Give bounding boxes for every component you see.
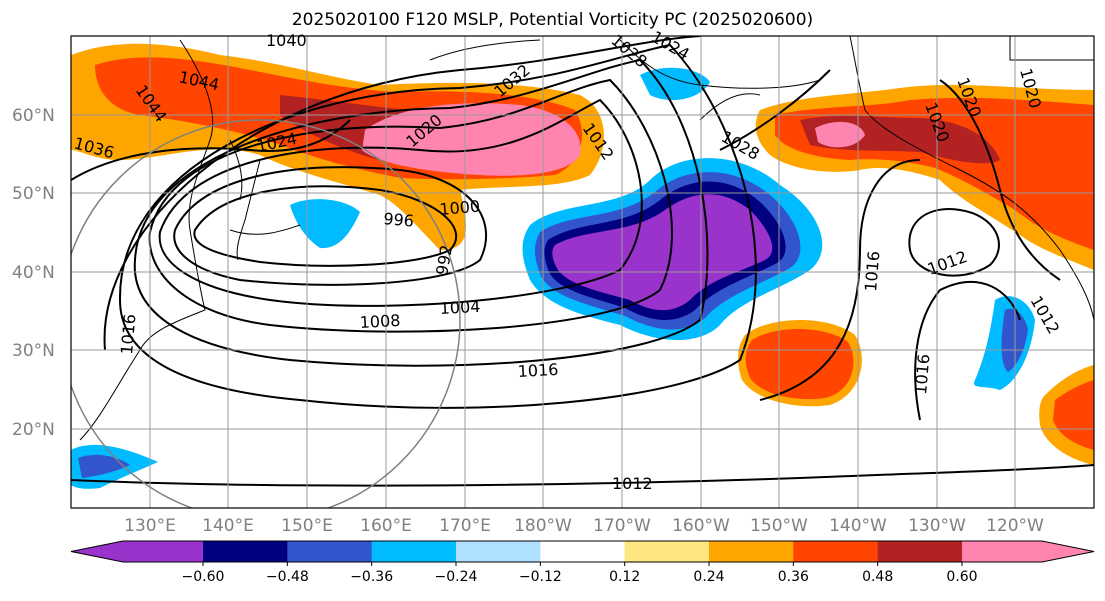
lon-label: 140°W (829, 516, 887, 536)
contour-label: 1040 (266, 31, 307, 50)
lat-label: 40°N (12, 263, 55, 283)
colorbar-outline (70, 540, 1095, 563)
colorbar-tick-label: −0.12 (519, 569, 562, 585)
lon-label: 120°W (986, 516, 1044, 536)
colorbar-cell (709, 541, 794, 562)
colorbar-tick-label: 0.60 (946, 569, 977, 585)
contour-label: 1012 (612, 474, 653, 493)
isobar-1004 (158, 98, 643, 307)
colorbar-tick-label: −0.36 (350, 569, 393, 585)
colorbar-cell (793, 541, 879, 562)
isobar-996 (193, 185, 457, 267)
latitude-labels: 60°N 50°N 40°N 30°N 20°N (12, 106, 55, 440)
isobar-1024 (71, 119, 351, 181)
pv-shading (71, 43, 1094, 489)
lat-label: 20°N (12, 420, 55, 440)
graticule (71, 36, 1094, 508)
colorbar-tick-label: 0.36 (778, 569, 809, 585)
contour-label: 1016 (861, 250, 883, 292)
contour-label: 1016 (117, 313, 139, 355)
contour-label: 1000 (439, 197, 481, 219)
lon-label: 130°E (124, 516, 176, 536)
isobar-1016-b (759, 159, 921, 401)
lon-label: 150°W (750, 516, 808, 536)
colorbar-cell (962, 541, 1042, 562)
contour-label: 1004 (439, 297, 481, 318)
colorbar-cell (203, 541, 288, 562)
lat-label: 50°N (12, 184, 55, 204)
isobar-1012-bottom (71, 464, 1094, 487)
colorbar-tick-label: −0.60 (182, 569, 225, 585)
colorbar-extend-max (1042, 541, 1094, 562)
pv-anomaly-positive-se-core (1053, 380, 1094, 450)
contour-label: 1016 (517, 360, 559, 381)
figure-title: 2025020100 F120 MSLP, Potential Vorticit… (291, 10, 814, 30)
isobar-1016-right (914, 280, 1021, 421)
colorbar-cell (123, 541, 203, 562)
lon-label: 130°W (908, 516, 966, 536)
lon-label: 160°E (360, 516, 412, 536)
colorbar-cell (624, 541, 710, 562)
lon-label: 170°W (593, 516, 651, 536)
lon-label: 140°E (202, 516, 254, 536)
colorbar-tick-label: −0.48 (266, 569, 309, 585)
lat-label: 60°N (12, 106, 55, 126)
map-frame (70, 35, 1095, 509)
lat-label: 30°N (12, 341, 55, 361)
pv-anomaly-positive-ne-peak (815, 121, 865, 148)
lon-label: 180°W (514, 516, 572, 536)
colorbar-tick-label: −0.24 (435, 569, 478, 585)
lon-label: 160°W (672, 516, 730, 536)
isobar-1008 (148, 78, 673, 333)
colorbar-cell (371, 541, 457, 562)
range-circle (71, 119, 461, 508)
colorbar-extend-min (71, 541, 123, 562)
lon-label: 150°E (281, 516, 333, 536)
colorbar-cell (877, 541, 963, 562)
isobar-1000 (173, 166, 487, 286)
pv-anomaly-negative-central-core (552, 194, 773, 311)
contour-label: 1008 (359, 311, 401, 332)
isobar-1012-loop (908, 208, 1000, 277)
colorbar: −0.60 −0.48 −0.36 −0.24 −0.12 0.12 0.24 0.36 0.4… (70, 540, 1095, 585)
isobar-1012-a (133, 58, 709, 367)
colorbar-cell (287, 541, 373, 562)
pv-anomaly-positive-nw-peak (362, 103, 581, 176)
isobar-1020 (103, 36, 701, 351)
colorbar-cell (456, 541, 541, 562)
pv-anomaly-negative-bering (640, 67, 710, 101)
colorbar-tick-label: 0.24 (693, 569, 724, 585)
longitude-labels: 130°E 140°E 150°E 160°E 170°E 180°W 170°… (124, 516, 1044, 536)
contour-label: 996 (383, 209, 415, 231)
isobar-1020-right (939, 79, 1061, 281)
contour-label: 1016 (911, 353, 933, 395)
colorbar-cell (540, 541, 626, 562)
pv-anomaly-positive-mid-core (745, 328, 854, 400)
colorbar-tick-label: 0.12 (609, 569, 640, 585)
colorbar-tick-label: 0.48 (862, 569, 893, 585)
lon-label: 170°E (439, 516, 491, 536)
